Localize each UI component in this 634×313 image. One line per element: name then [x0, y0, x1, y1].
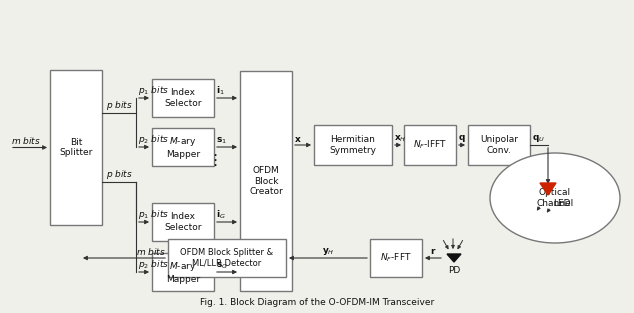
Text: $p_1$ bits: $p_1$ bits: [138, 84, 169, 97]
FancyBboxPatch shape: [240, 71, 292, 291]
Text: OFDM Block Splitter &
ML/LLR Detector: OFDM Block Splitter & ML/LLR Detector: [181, 248, 273, 268]
Text: $\mathbf{x}_H$: $\mathbf{x}_H$: [394, 134, 406, 144]
Text: $\mathbf{i}_G$: $\mathbf{i}_G$: [216, 208, 226, 221]
Text: Bit
Splitter: Bit Splitter: [60, 138, 93, 157]
Text: $p_1$ bits: $p_1$ bits: [138, 208, 169, 221]
Text: Optical
Channel: Optical Channel: [536, 188, 574, 208]
FancyBboxPatch shape: [152, 253, 214, 291]
Text: $p_2$ bits: $p_2$ bits: [138, 258, 169, 271]
Text: Hermitian
Symmetry: Hermitian Symmetry: [330, 135, 377, 155]
Text: Index
Selector: Index Selector: [164, 88, 202, 108]
Text: $N_F$-IFFT: $N_F$-IFFT: [413, 139, 447, 151]
Text: $M$-ary
Mapper: $M$-ary Mapper: [166, 260, 200, 284]
FancyBboxPatch shape: [50, 70, 102, 225]
FancyBboxPatch shape: [468, 125, 530, 165]
FancyBboxPatch shape: [168, 239, 286, 277]
Text: $N_F$-FFT: $N_F$-FFT: [380, 252, 412, 264]
Text: $\mathbf{y}_H$: $\mathbf{y}_H$: [321, 246, 334, 257]
FancyBboxPatch shape: [152, 79, 214, 117]
Text: OFDM
Block
Creator: OFDM Block Creator: [249, 166, 283, 196]
Text: $\mathbf{q}$: $\mathbf{q}$: [458, 133, 465, 144]
Text: $m$ bits: $m$ bits: [11, 136, 41, 146]
Text: $\mathbf{x}$: $\mathbf{x}$: [294, 135, 302, 144]
Text: $p$ bits: $p$ bits: [106, 100, 133, 112]
FancyBboxPatch shape: [404, 125, 456, 165]
Text: $p_2$ bits: $p_2$ bits: [138, 133, 169, 146]
Polygon shape: [447, 254, 461, 262]
Text: $\mathbf{i}_1$: $\mathbf{i}_1$: [216, 85, 224, 97]
FancyBboxPatch shape: [314, 125, 392, 165]
Text: $\mathbf{s}_G$: $\mathbf{s}_G$: [216, 260, 228, 271]
Ellipse shape: [490, 153, 620, 243]
Text: $m$ bits: $m$ bits: [136, 246, 166, 257]
Text: LED: LED: [553, 199, 571, 208]
Text: Index
Selector: Index Selector: [164, 212, 202, 232]
Text: PD: PD: [448, 266, 460, 275]
Text: $p$ bits: $p$ bits: [106, 167, 133, 181]
Text: Fig. 1. Block Diagram of the O-OFDM-IM Transceiver: Fig. 1. Block Diagram of the O-OFDM-IM T…: [200, 298, 434, 307]
Text: $\mathbf{q}_U$: $\mathbf{q}_U$: [532, 133, 545, 144]
Text: $M$-ary
Mapper: $M$-ary Mapper: [166, 135, 200, 159]
Text: Unipolar
Conv.: Unipolar Conv.: [480, 135, 518, 155]
Text: $\mathbf{r}$: $\mathbf{r}$: [429, 246, 436, 256]
Polygon shape: [540, 183, 556, 195]
FancyBboxPatch shape: [370, 239, 422, 277]
FancyBboxPatch shape: [152, 128, 214, 166]
Text: $\mathbf{s}_1$: $\mathbf{s}_1$: [216, 136, 227, 146]
Text: $\vdots$: $\vdots$: [207, 152, 217, 168]
FancyBboxPatch shape: [152, 203, 214, 241]
